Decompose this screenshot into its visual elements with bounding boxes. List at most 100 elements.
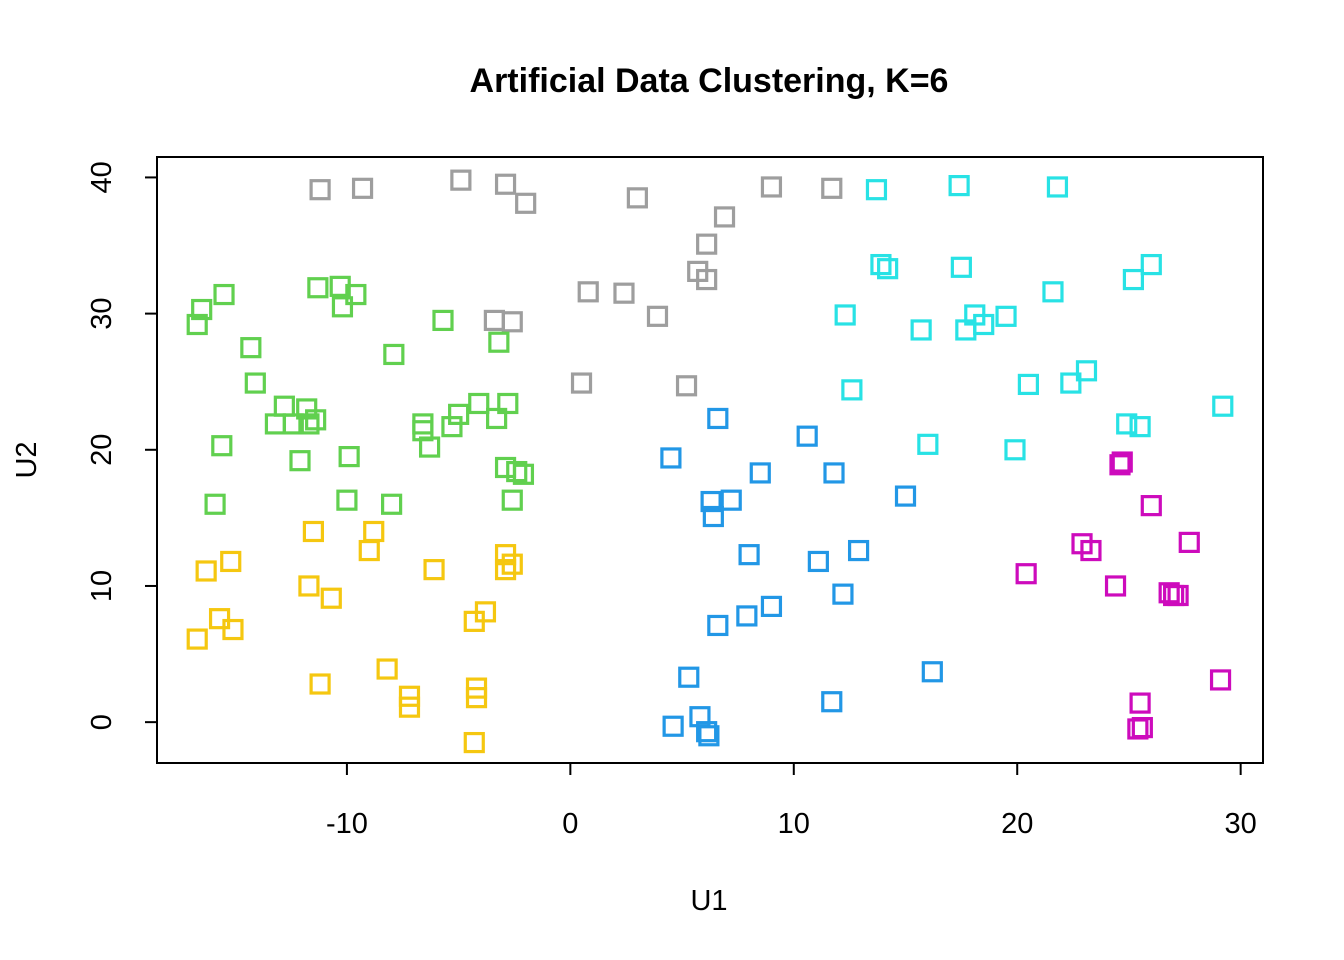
data-point bbox=[736, 605, 758, 627]
data-point bbox=[376, 658, 398, 680]
data-point bbox=[1116, 413, 1138, 435]
data-point bbox=[1046, 176, 1069, 198]
data-point bbox=[465, 687, 488, 709]
data-point bbox=[358, 539, 380, 562]
data-point bbox=[1178, 531, 1200, 553]
series-3 bbox=[186, 520, 523, 754]
data-point bbox=[1209, 669, 1232, 691]
data-point bbox=[696, 268, 718, 291]
y-tick-label: 40 bbox=[86, 161, 118, 193]
data-points bbox=[186, 169, 1234, 754]
data-point bbox=[1129, 692, 1151, 714]
x-tick-label: 30 bbox=[1225, 808, 1257, 840]
data-point bbox=[1004, 439, 1026, 461]
y-tick-label: 10 bbox=[86, 570, 118, 602]
x-axis: -10 0 10 20 30 bbox=[326, 762, 1257, 840]
data-point bbox=[320, 587, 342, 609]
data-point bbox=[660, 447, 682, 469]
data-point bbox=[1042, 281, 1064, 303]
data-point bbox=[948, 174, 970, 197]
data-point bbox=[1140, 495, 1162, 517]
data-point bbox=[1060, 372, 1082, 394]
data-point bbox=[468, 392, 490, 415]
data-point bbox=[707, 614, 729, 637]
data-point bbox=[512, 463, 535, 485]
data-point bbox=[515, 192, 537, 214]
data-point bbox=[702, 505, 724, 528]
data-point bbox=[338, 445, 360, 468]
data-point bbox=[298, 413, 320, 435]
data-point bbox=[494, 559, 517, 581]
data-point bbox=[289, 450, 311, 472]
data-point bbox=[1111, 451, 1133, 473]
y-tick-label: 0 bbox=[86, 714, 118, 730]
data-point bbox=[204, 493, 226, 515]
data-point bbox=[834, 304, 856, 326]
data-point bbox=[796, 425, 818, 447]
data-point bbox=[398, 696, 421, 718]
data-point bbox=[821, 691, 843, 713]
data-point bbox=[1017, 373, 1039, 396]
series-1 bbox=[309, 169, 843, 397]
data-point bbox=[894, 485, 917, 507]
data-point bbox=[950, 256, 972, 278]
y-axis-label: U2 bbox=[11, 441, 43, 478]
data-point bbox=[441, 416, 463, 438]
data-point bbox=[662, 715, 684, 737]
data-point bbox=[707, 407, 729, 430]
data-point bbox=[191, 298, 213, 321]
x-axis-label: U1 bbox=[690, 885, 727, 917]
data-point bbox=[1122, 268, 1145, 291]
data-point bbox=[213, 283, 235, 306]
data-point bbox=[418, 436, 441, 458]
data-point bbox=[486, 407, 508, 430]
data-point bbox=[432, 309, 454, 332]
data-point bbox=[398, 685, 421, 707]
data-point bbox=[488, 331, 510, 353]
x-tick-label: 0 bbox=[562, 808, 578, 840]
data-point bbox=[626, 187, 648, 209]
data-point bbox=[506, 460, 528, 483]
data-point bbox=[577, 281, 599, 303]
data-point bbox=[910, 319, 932, 341]
data-point bbox=[331, 296, 354, 318]
data-point bbox=[921, 661, 943, 683]
series-2 bbox=[186, 275, 535, 515]
data-point bbox=[760, 595, 783, 617]
data-point bbox=[501, 553, 523, 575]
data-point bbox=[307, 277, 329, 299]
chart-title: Artificial Data Clustering, K=6 bbox=[470, 62, 949, 100]
data-point bbox=[282, 413, 304, 435]
data-point bbox=[807, 550, 829, 573]
data-point bbox=[865, 179, 888, 201]
data-point bbox=[1109, 454, 1131, 476]
data-point bbox=[450, 169, 472, 191]
data-point bbox=[1212, 395, 1234, 417]
data-point bbox=[186, 313, 208, 336]
data-point bbox=[738, 544, 760, 566]
data-point bbox=[363, 520, 385, 543]
data-point bbox=[700, 490, 722, 513]
data-point bbox=[381, 493, 403, 515]
data-point bbox=[675, 375, 698, 397]
data-point bbox=[423, 559, 445, 581]
data-point bbox=[483, 309, 505, 332]
data-point bbox=[646, 305, 669, 327]
data-point bbox=[821, 177, 843, 199]
data-point bbox=[309, 179, 331, 201]
y-tick-label: 20 bbox=[86, 434, 118, 466]
data-point bbox=[678, 666, 700, 688]
data-point bbox=[847, 539, 870, 562]
data-point bbox=[336, 489, 358, 511]
data-point bbox=[463, 610, 485, 632]
series-4 bbox=[660, 407, 943, 747]
x-tick-label: 20 bbox=[1001, 808, 1033, 840]
data-point bbox=[1015, 563, 1037, 585]
data-point bbox=[570, 372, 593, 394]
data-point bbox=[211, 435, 233, 457]
data-point bbox=[823, 462, 845, 484]
y-tick-label: 30 bbox=[86, 297, 118, 329]
data-point bbox=[244, 372, 266, 394]
data-point bbox=[186, 628, 208, 650]
